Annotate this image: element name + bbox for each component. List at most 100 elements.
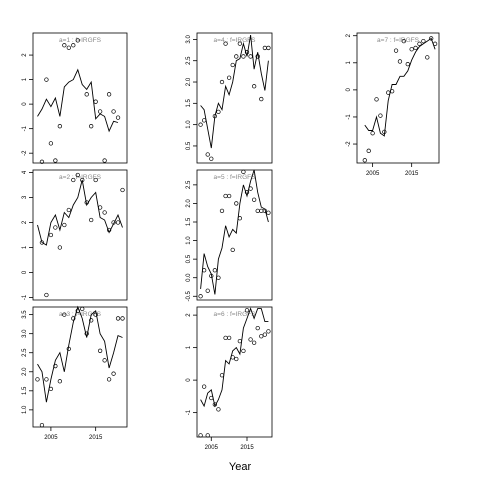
observed-point bbox=[241, 54, 246, 59]
panel-frame bbox=[196, 32, 273, 164]
y-tick-label: 2.5 bbox=[22, 348, 28, 357]
observed-point bbox=[237, 338, 243, 344]
observed-point bbox=[102, 158, 107, 163]
observed-point bbox=[75, 172, 80, 178]
y-tick-label: 2 bbox=[22, 53, 28, 57]
observed-point bbox=[378, 113, 383, 118]
fitted-line bbox=[200, 35, 269, 149]
observed-point bbox=[89, 217, 94, 223]
observed-point bbox=[66, 45, 71, 50]
panel-1: -2 -1 0 1 2 a=1 : f=IRGFS bbox=[22, 32, 128, 164]
panel-label: a=4 : f=IRGFS bbox=[214, 37, 257, 44]
y-tick-label: 1.0 bbox=[186, 236, 192, 245]
y-tick-label: 1 bbox=[186, 345, 192, 349]
observed-point bbox=[89, 124, 94, 129]
x-tick-label: 2005 bbox=[44, 435, 58, 441]
y-tick-label: 2.5 bbox=[186, 180, 192, 189]
observed-point bbox=[44, 292, 49, 298]
observed-point bbox=[120, 187, 125, 193]
observed-point bbox=[248, 186, 253, 191]
panel-frame bbox=[32, 32, 128, 164]
observed-point bbox=[251, 84, 257, 89]
observed-point bbox=[230, 247, 235, 253]
observed-point bbox=[84, 200, 89, 205]
panel-frame bbox=[196, 306, 273, 438]
panel-frame bbox=[196, 169, 273, 301]
observed-point bbox=[106, 92, 112, 97]
panel-7: -2 -1 0 1 2 2005 2015 a=7 : f=IRGFS bbox=[346, 32, 440, 177]
observed-point bbox=[102, 210, 107, 215]
observed-point bbox=[209, 395, 214, 401]
observed-point bbox=[120, 316, 125, 321]
y-tick-label: -1 bbox=[22, 125, 28, 131]
observed-point bbox=[212, 113, 218, 119]
observed-point bbox=[93, 177, 98, 183]
observed-point bbox=[266, 45, 271, 51]
observed-point bbox=[39, 422, 45, 428]
observed-point bbox=[106, 227, 112, 233]
observed-point bbox=[262, 332, 268, 337]
observed-point bbox=[62, 222, 67, 228]
observed-point bbox=[255, 54, 260, 59]
x-tick-label: 2005 bbox=[205, 445, 219, 451]
panel-label: a=5 : f=IRGFS bbox=[214, 174, 257, 181]
y-tick-label: 1.5 bbox=[186, 98, 192, 107]
observed-point bbox=[244, 308, 250, 313]
panel-6: -1 0 1 2 2005 2015 a=6 : f=IRGFS bbox=[186, 306, 273, 451]
observed-point bbox=[39, 159, 45, 164]
observed-point bbox=[216, 109, 221, 115]
observed-point bbox=[241, 169, 246, 175]
fitted-line bbox=[37, 179, 123, 246]
observed-point bbox=[48, 141, 54, 146]
observed-point bbox=[234, 201, 239, 206]
observed-point bbox=[115, 316, 121, 321]
observed-point bbox=[115, 220, 121, 225]
observed-point bbox=[366, 148, 371, 153]
observed-point bbox=[97, 348, 103, 353]
observed-point bbox=[226, 335, 232, 341]
observed-point bbox=[219, 208, 225, 214]
observed-point bbox=[262, 208, 268, 214]
observed-point bbox=[237, 41, 243, 46]
observed-point bbox=[62, 312, 67, 317]
y-tick-label: 2.0 bbox=[22, 367, 28, 376]
y-tick-label: 2 bbox=[346, 33, 352, 37]
y-tick-label: 2 bbox=[22, 220, 28, 224]
y-tick-label: -1 bbox=[346, 114, 352, 120]
observed-point bbox=[44, 77, 49, 82]
observed-point bbox=[111, 220, 116, 225]
observed-point bbox=[80, 306, 85, 312]
observed-point bbox=[53, 225, 58, 230]
y-tick-label: 2.0 bbox=[186, 77, 192, 86]
observed-point bbox=[259, 334, 264, 339]
observed-point bbox=[80, 177, 85, 183]
observed-point bbox=[44, 377, 49, 382]
y-tick-label: 2 bbox=[186, 313, 192, 317]
x-tick-label: 2005 bbox=[366, 171, 380, 177]
y-tick-label: 3.5 bbox=[22, 310, 28, 319]
x-tick-label: 2015 bbox=[405, 171, 419, 177]
observed-point bbox=[106, 377, 112, 382]
observed-point bbox=[219, 373, 225, 378]
observed-point bbox=[230, 62, 235, 68]
y-tick-label: 0.5 bbox=[186, 141, 192, 150]
y-tick-label: 1.5 bbox=[186, 217, 192, 226]
observed-point bbox=[234, 356, 239, 362]
observed-point bbox=[255, 208, 260, 214]
y-tick-label: 3.0 bbox=[22, 329, 28, 338]
observed-point bbox=[201, 268, 207, 273]
observed-point bbox=[223, 335, 228, 341]
observed-point bbox=[71, 177, 76, 183]
observed-point bbox=[413, 45, 418, 51]
observed-point bbox=[57, 245, 63, 250]
y-tick-label: 0 bbox=[186, 378, 192, 382]
observed-point bbox=[201, 384, 207, 389]
observed-point bbox=[97, 205, 103, 210]
observed-point bbox=[362, 158, 367, 163]
observed-point bbox=[75, 308, 80, 313]
observed-point bbox=[417, 41, 422, 46]
observed-point bbox=[251, 340, 257, 345]
fitted-line bbox=[364, 37, 436, 137]
